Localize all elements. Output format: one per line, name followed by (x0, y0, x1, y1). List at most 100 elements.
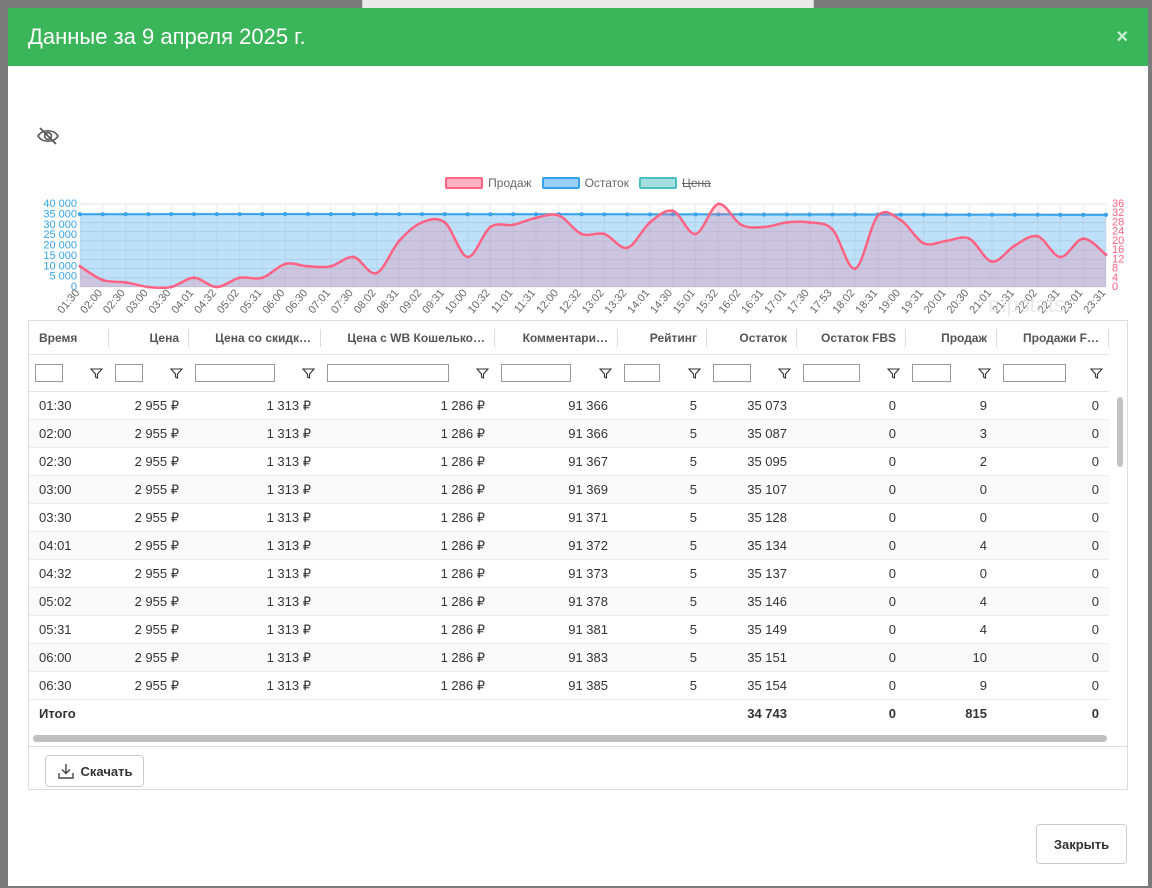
sales-area (80, 203, 1106, 288)
filter-input[interactable] (803, 364, 860, 382)
funnel-icon[interactable] (170, 367, 183, 379)
funnel-icon[interactable] (688, 367, 701, 379)
column-resize-handle[interactable] (796, 329, 797, 347)
sales-point (101, 278, 105, 282)
table-row[interactable]: 01:30 2 955 ₽1 313 ₽1 286 ₽91 366 5 35 073 0… (29, 391, 1109, 420)
stock-point (100, 212, 105, 217)
table-row[interactable]: 05:31 2 955 ₽1 313 ₽1 286 ₽91 381 5 35 149 0… (29, 615, 1109, 644)
legend-swatch (541, 177, 580, 189)
stock-point (921, 212, 926, 217)
column-header[interactable]: Цена со скидк… (189, 321, 321, 355)
column-resize-handle[interactable] (108, 329, 109, 347)
stock-line (80, 213, 1106, 216)
legend-item[interactable]: Остаток (541, 176, 629, 190)
legend-item[interactable]: Продаж (445, 176, 532, 190)
funnel-icon[interactable] (1090, 367, 1103, 379)
stock-point (1012, 212, 1017, 217)
sales-point (1036, 234, 1040, 238)
column-resize-handle[interactable] (188, 329, 189, 347)
table-row[interactable]: 04:32 2 955 ₽1 313 ₽1 286 ₽91 373 5 35 137 0… (29, 559, 1109, 588)
sales-point (830, 227, 834, 231)
sales-point (124, 280, 128, 284)
table-cell: 1 313 ₽ (189, 419, 321, 448)
table-row[interactable]: 02:00 2 955 ₽1 313 ₽1 286 ₽91 366 5 35 087 0… (29, 419, 1109, 448)
vertical-scrollbar[interactable] (1117, 397, 1123, 467)
sales-point (397, 239, 401, 243)
column-header[interactable]: Продажи F… (997, 321, 1109, 355)
table-cell: 0 (797, 643, 906, 672)
table-row[interactable]: 03:00 2 955 ₽1 313 ₽1 286 ₽91 369 5 35 107 0… (29, 475, 1109, 504)
column-header[interactable]: Остаток FBS (797, 321, 906, 355)
table-cell: 06:30 (29, 671, 109, 700)
y-right-tick-label: 16 (1112, 244, 1124, 256)
close-button[interactable]: Закрыть (1036, 824, 1127, 864)
filter-input[interactable] (35, 364, 63, 382)
x-tick-label: 12:00 (534, 287, 561, 316)
funnel-icon[interactable] (599, 367, 612, 379)
stock-point (1081, 212, 1086, 217)
table-row[interactable]: 05:02 2 955 ₽1 313 ₽1 286 ₽91 378 5 35 146 0… (29, 587, 1109, 616)
table-cell: 9 (906, 671, 997, 700)
column-resize-handle[interactable] (494, 329, 495, 347)
filter-cell (797, 354, 906, 392)
legend-item[interactable]: Цена (638, 176, 711, 190)
x-tick-label: 01:30 (55, 287, 82, 316)
filter-input[interactable] (713, 364, 751, 382)
column-header[interactable]: Время (29, 321, 109, 355)
column-resize-handle[interactable] (905, 329, 906, 347)
x-tick-label: 19:31 (899, 287, 926, 316)
horizontal-scrollbar[interactable] (33, 735, 1107, 742)
table-cell: 0 (797, 503, 906, 532)
table-cell: 0 (997, 559, 1109, 588)
filter-input[interactable] (912, 364, 951, 382)
table-row[interactable]: 06:00 2 955 ₽1 313 ₽1 286 ₽91 383 5 35 151 0… (29, 643, 1109, 672)
table-row[interactable]: 03:30 2 955 ₽1 313 ₽1 286 ₽91 371 5 35 128 0… (29, 503, 1109, 532)
x-tick-label: 15:32 (694, 287, 721, 316)
close-icon[interactable]: × (1116, 25, 1128, 48)
funnel-icon[interactable] (978, 367, 991, 379)
total-cell (618, 699, 707, 727)
total-cell: Итого (29, 699, 109, 727)
legend-swatch (638, 177, 677, 189)
table-row[interactable]: 06:30 2 955 ₽1 313 ₽1 286 ₽91 385 5 35 154 0… (29, 671, 1109, 700)
funnel-icon[interactable] (90, 367, 103, 379)
table-cell: 0 (797, 391, 906, 420)
column-resize-handle[interactable] (706, 329, 707, 347)
table-cell: 05:02 (29, 587, 109, 616)
y-left-tick-label: 25 000 (43, 229, 77, 241)
column-resize-handle[interactable] (996, 329, 997, 347)
table-row[interactable]: 04:01 2 955 ₽1 313 ₽1 286 ₽91 372 5 35 134 0… (29, 531, 1109, 560)
column-header[interactable]: Остаток (707, 321, 797, 355)
column-header[interactable]: Продаж (906, 321, 997, 355)
funnel-icon[interactable] (778, 367, 791, 379)
filter-input[interactable] (115, 364, 143, 382)
sales-point (990, 260, 994, 264)
column-header[interactable]: Рейтинг (618, 321, 707, 355)
filter-input[interactable] (327, 364, 449, 382)
funnel-icon[interactable] (476, 367, 489, 379)
filter-input[interactable] (195, 364, 275, 382)
eye-off-icon[interactable] (36, 126, 60, 146)
filter-input[interactable] (624, 364, 660, 382)
column-header[interactable]: Цена (109, 321, 189, 355)
filter-cell (618, 354, 707, 392)
column-header[interactable]: Цена с WB Кошелько… (321, 321, 495, 355)
column-resize-handle[interactable] (1108, 329, 1109, 347)
x-tick-label: 13:32 (603, 287, 630, 316)
table-cell: 0 (997, 671, 1109, 700)
filter-input[interactable] (501, 364, 571, 382)
stock-point (762, 212, 766, 217)
table-row[interactable]: 02:30 2 955 ₽1 313 ₽1 286 ₽91 367 5 35 095 0… (29, 447, 1109, 476)
filter-input[interactable] (1003, 364, 1066, 382)
x-tick-label: 07:30 (329, 287, 356, 316)
column-resize-handle[interactable] (320, 329, 321, 347)
table-cell: 2 955 ₽ (109, 587, 189, 616)
stock-point (579, 212, 584, 217)
funnel-icon[interactable] (302, 367, 315, 379)
table-cell: 1 313 ₽ (189, 391, 321, 420)
download-button[interactable]: Скачать (45, 755, 144, 787)
funnel-icon[interactable] (887, 367, 900, 379)
column-header[interactable]: Комментари… (495, 321, 618, 355)
stock-point (306, 212, 310, 217)
column-resize-handle[interactable] (617, 329, 618, 347)
